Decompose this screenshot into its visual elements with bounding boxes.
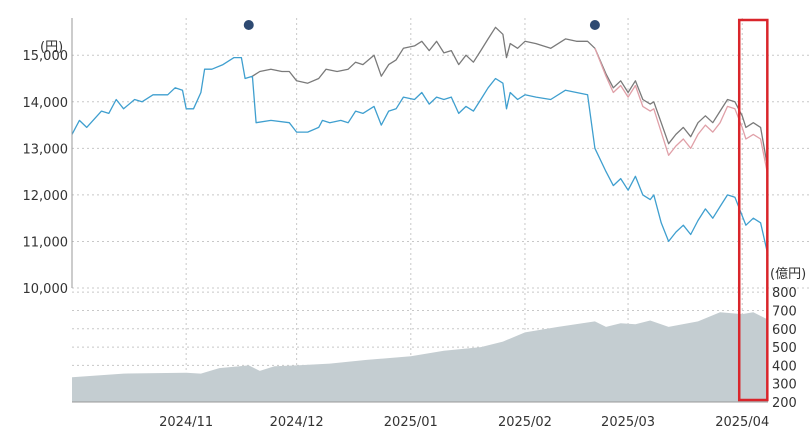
marker-layer [243, 20, 600, 30]
month-tick-label: 2025/04 [715, 415, 769, 430]
price-unit-label: (円) [40, 40, 63, 55]
volume-tick-label: 600 [772, 323, 797, 338]
month-tick-label: 2025/01 [384, 415, 438, 430]
highlight-layer [737, 18, 769, 402]
volume-unit-label: (億円) [770, 266, 806, 282]
price-tick-label: 12,000 [23, 189, 69, 204]
volume-tick-label: 400 [772, 359, 797, 374]
volume-tick-label: 700 [772, 304, 797, 319]
price-series-line-2 [252, 26, 769, 170]
volume-tick-label: 500 [772, 341, 797, 356]
event-marker-dot [589, 20, 600, 30]
price-series-line-3 [594, 48, 769, 177]
month-tick-label: 2024/11 [159, 415, 213, 430]
month-tick-label: 2025/02 [498, 415, 552, 430]
price-tick-label: 11,000 [23, 235, 69, 250]
month-tick-label: 2025/03 [601, 415, 655, 430]
volume-tick-label: 800 [772, 286, 797, 301]
price-tick-label: 15,000 [23, 49, 69, 64]
price-tick-label: 13,000 [23, 142, 69, 157]
price-tick-label: 14,000 [23, 96, 69, 111]
month-tick-label: 2024/12 [270, 415, 324, 430]
volume-tick-label: 200 [772, 396, 797, 411]
volume-panel [72, 312, 768, 402]
volume-tick-label: 300 [772, 378, 797, 393]
volume-area [72, 312, 768, 402]
price-tick-label: 10,000 [23, 282, 69, 297]
axis-layer: 10,000 11,000 12,000 13,000 14,000 15,000 200 3… [23, 18, 797, 430]
highlight-box [737, 18, 769, 402]
price-panel [71, 26, 769, 256]
event-marker-dot [243, 20, 254, 30]
price-series-line-1 [71, 56, 769, 256]
